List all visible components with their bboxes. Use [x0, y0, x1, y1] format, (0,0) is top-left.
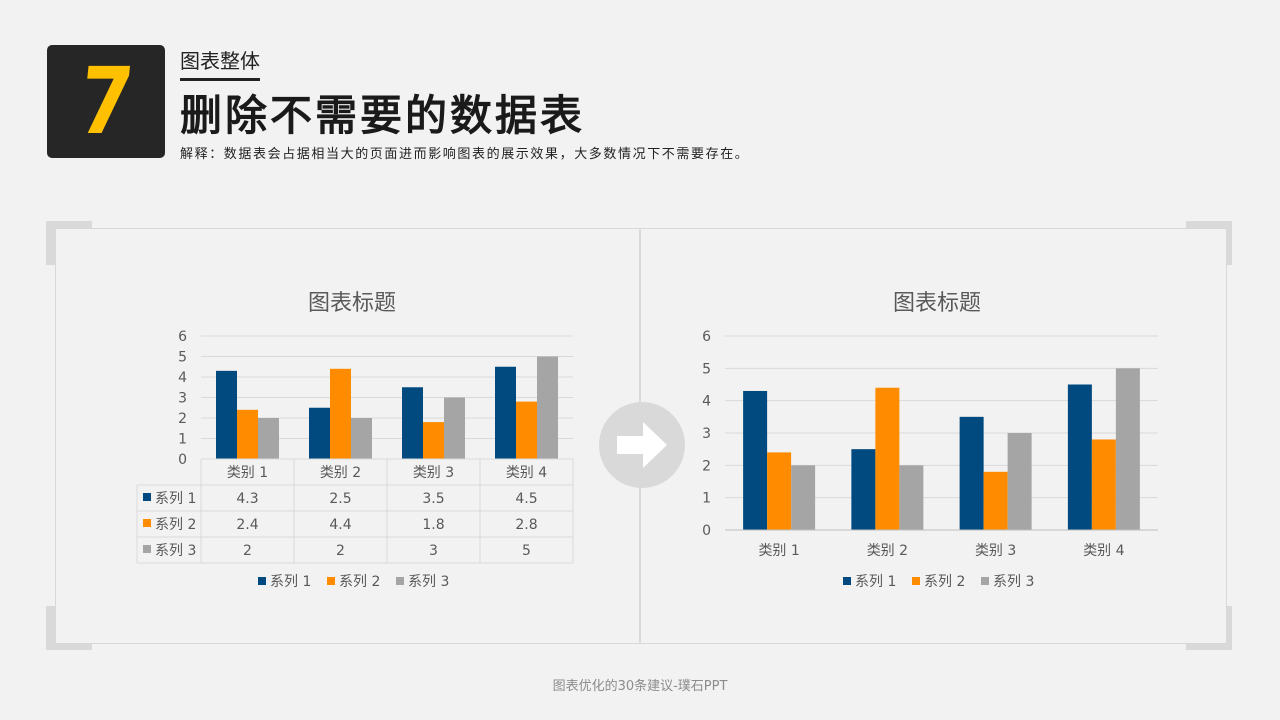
table-row-swatch: [143, 545, 151, 553]
bar-series-3-category-3: [1007, 433, 1032, 530]
table-cell: 2.4: [236, 517, 258, 533]
table-cell: 2: [243, 543, 252, 559]
explanation-text: 解释：数据表会占据相当大的页面进而影响图表的展示效果，大多数情况下不需要存在。: [180, 147, 750, 162]
legend-entry: 系列 2: [924, 574, 965, 590]
legend-entry: 系列 1: [855, 574, 896, 590]
table-row-swatch: [143, 519, 151, 527]
frame-corner-tr-h: [1186, 221, 1232, 228]
bar-series-2-category-3: [423, 422, 444, 459]
table-cell: 4.4: [329, 517, 351, 533]
arrow-circle: [599, 402, 685, 488]
legend-swatch: [327, 577, 335, 585]
slide-number: 7: [74, 47, 138, 155]
bar-series-1-category-3: [402, 387, 423, 459]
table-cell: 3.5: [422, 491, 444, 507]
table-cell: 2.5: [329, 491, 351, 507]
frame-corner-tl-v: [46, 221, 55, 265]
y-tick-label: 5: [178, 350, 187, 366]
bar-series-1-category-2: [851, 449, 876, 530]
bar-series-3-category-3: [444, 397, 465, 459]
bar-series-1-category-4: [1067, 384, 1092, 530]
table-cell: 2: [336, 543, 345, 559]
legend-entry: 系列 2: [339, 574, 380, 590]
legend-swatch: [396, 577, 404, 585]
legend-entry: 系列 3: [408, 574, 449, 590]
y-tick-label: 3: [178, 391, 187, 407]
bar-series-3-category-2: [351, 418, 372, 459]
frame-corner-br-h: [1186, 643, 1232, 650]
legend-swatch: [258, 577, 266, 585]
table-category-header: 类别 1: [227, 465, 268, 481]
y-tick-label: 5: [702, 361, 711, 377]
y-tick-label: 6: [702, 329, 711, 345]
bar-series-3-category-2: [899, 465, 924, 530]
table-row-label: 系列 3: [155, 543, 196, 559]
bar-series-2-category-2: [875, 387, 900, 530]
y-tick-label: 1: [178, 432, 187, 448]
frame-corner-tr-v: [1225, 221, 1232, 265]
category-label: 图表整体: [180, 48, 260, 81]
x-tick-label: 类别 3: [975, 543, 1016, 559]
y-tick-label: 3: [702, 426, 711, 442]
chart-title: 图表标题: [308, 291, 396, 316]
bar-series-2-category-4: [1091, 439, 1116, 530]
y-tick-label: 0: [702, 523, 711, 539]
legend-swatch: [981, 577, 989, 585]
y-tick-label: 6: [178, 329, 187, 345]
right-arrow-icon: [617, 422, 667, 468]
frame-corner-bl-h: [46, 643, 92, 650]
frame-corner-bl-v: [46, 606, 55, 650]
table-cell: 2.8: [515, 517, 537, 533]
table-category-header: 类别 3: [413, 465, 454, 481]
table-row-label: 系列 2: [155, 517, 196, 533]
x-tick-label: 类别 1: [758, 543, 799, 559]
table-category-header: 类别 2: [320, 465, 361, 481]
table-cell: 1.8: [422, 517, 444, 533]
slide-number-badge: 7: [47, 45, 165, 158]
bar-series-2-category-1: [767, 452, 792, 530]
y-tick-label: 1: [702, 491, 711, 507]
y-tick-label: 2: [178, 411, 187, 427]
table-row-label: 系列 1: [155, 491, 196, 507]
bar-series-1-category-4: [495, 366, 516, 459]
page-title: 删除不需要的数据表: [180, 91, 586, 140]
y-tick-label: 4: [702, 394, 711, 410]
table-cell: 3: [429, 543, 438, 559]
x-tick-label: 类别 2: [867, 543, 908, 559]
frame-corner-tl-h: [46, 221, 92, 228]
legend-entry: 系列 3: [993, 574, 1034, 590]
legend-swatch: [843, 577, 851, 585]
x-tick-label: 类别 4: [1083, 543, 1124, 559]
bar-series-2-category-4: [516, 401, 537, 459]
bar-series-2-category-3: [983, 471, 1008, 530]
bar-series-1-category-2: [309, 407, 330, 459]
bar-series-1-category-1: [743, 390, 768, 530]
bar-series-2-category-1: [237, 409, 258, 459]
chart-without-data-table: 图表标题 0 1 2 3 4 5 6 类别 1 类别 2 类别 3 类别 4 系列 1 系列 2 系列 3: [702, 291, 1158, 590]
bar-series-2-category-2: [330, 368, 351, 459]
y-tick-label: 2: [702, 458, 711, 474]
bar-series-3-category-4: [1115, 368, 1140, 530]
table-row-swatch: [143, 493, 151, 501]
y-tick-label: 4: [178, 370, 187, 386]
frame-corner-br-v: [1225, 606, 1232, 650]
table-cell: 5: [522, 543, 531, 559]
bar-series-3-category-1: [258, 418, 279, 459]
bar-series-3-category-4: [537, 356, 558, 459]
bar-series-3-category-1: [791, 465, 816, 530]
legend-swatch: [912, 577, 920, 585]
bar-series-1-category-3: [959, 416, 984, 530]
chart-title: 图表标题: [893, 291, 981, 316]
table-category-header: 类别 4: [506, 465, 547, 481]
bar-series-1-category-1: [216, 370, 237, 459]
legend-entry: 系列 1: [270, 574, 311, 590]
table-cell: 4.3: [236, 491, 258, 507]
footer-text: 图表优化的30条建议-璞石PPT: [552, 679, 728, 694]
table-cell: 4.5: [515, 491, 537, 507]
y-tick-label: 0: [178, 452, 187, 468]
chart-with-data-table: 图表标题 0 1 2 3 4 5 6 类别 1 类别 2 类别 3 类别 4 系列 1 4.3 2.5 3.5…: [136, 291, 574, 590]
